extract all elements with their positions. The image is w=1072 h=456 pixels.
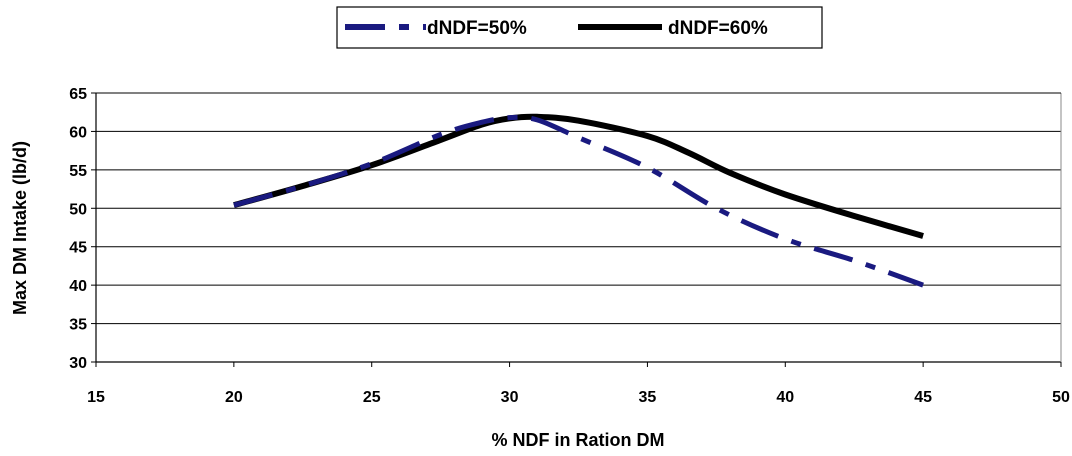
y-tick-label: 45 <box>69 240 87 257</box>
legend-label-dndf50: dNDF=50% <box>427 18 527 39</box>
x-tick-label: 20 <box>225 389 243 406</box>
y-axis-title: Max DM Intake (lb/d) <box>10 141 30 315</box>
y-tick-label: 30 <box>69 355 87 372</box>
y-tick-label: 40 <box>69 278 87 295</box>
y-tick-label: 50 <box>69 201 87 218</box>
y-tick-label: 55 <box>69 163 87 180</box>
x-tick-label: 40 <box>776 389 794 406</box>
x-tick-label: 45 <box>914 389 932 406</box>
series-layer <box>233 113 924 288</box>
x-tick-label: 15 <box>87 389 105 406</box>
x-tick-label: 25 <box>363 389 381 406</box>
y-tick-label: 60 <box>69 124 87 141</box>
x-tick-label: 35 <box>639 389 657 406</box>
legend-label-dndf60: dNDF=60% <box>668 18 768 39</box>
x-axis-title: % NDF in Ration DM <box>492 430 665 450</box>
x-tick-label: 50 <box>1052 389 1070 406</box>
y-tick-label: 65 <box>69 86 87 103</box>
gridlines <box>96 130 1061 325</box>
series-line-dndf50 <box>233 114 924 288</box>
legend: dNDF=50% dNDF=60% <box>336 6 823 49</box>
x-ticks: 15 20 25 30 35 40 45 50 <box>87 362 1070 406</box>
x-tick-label: 30 <box>501 389 519 406</box>
plot-area <box>96 93 1061 362</box>
y-ticks: 30 35 40 45 50 55 60 65 <box>69 86 96 372</box>
y-tick-label: 35 <box>69 317 87 334</box>
series-line-dndf60 <box>233 113 924 239</box>
